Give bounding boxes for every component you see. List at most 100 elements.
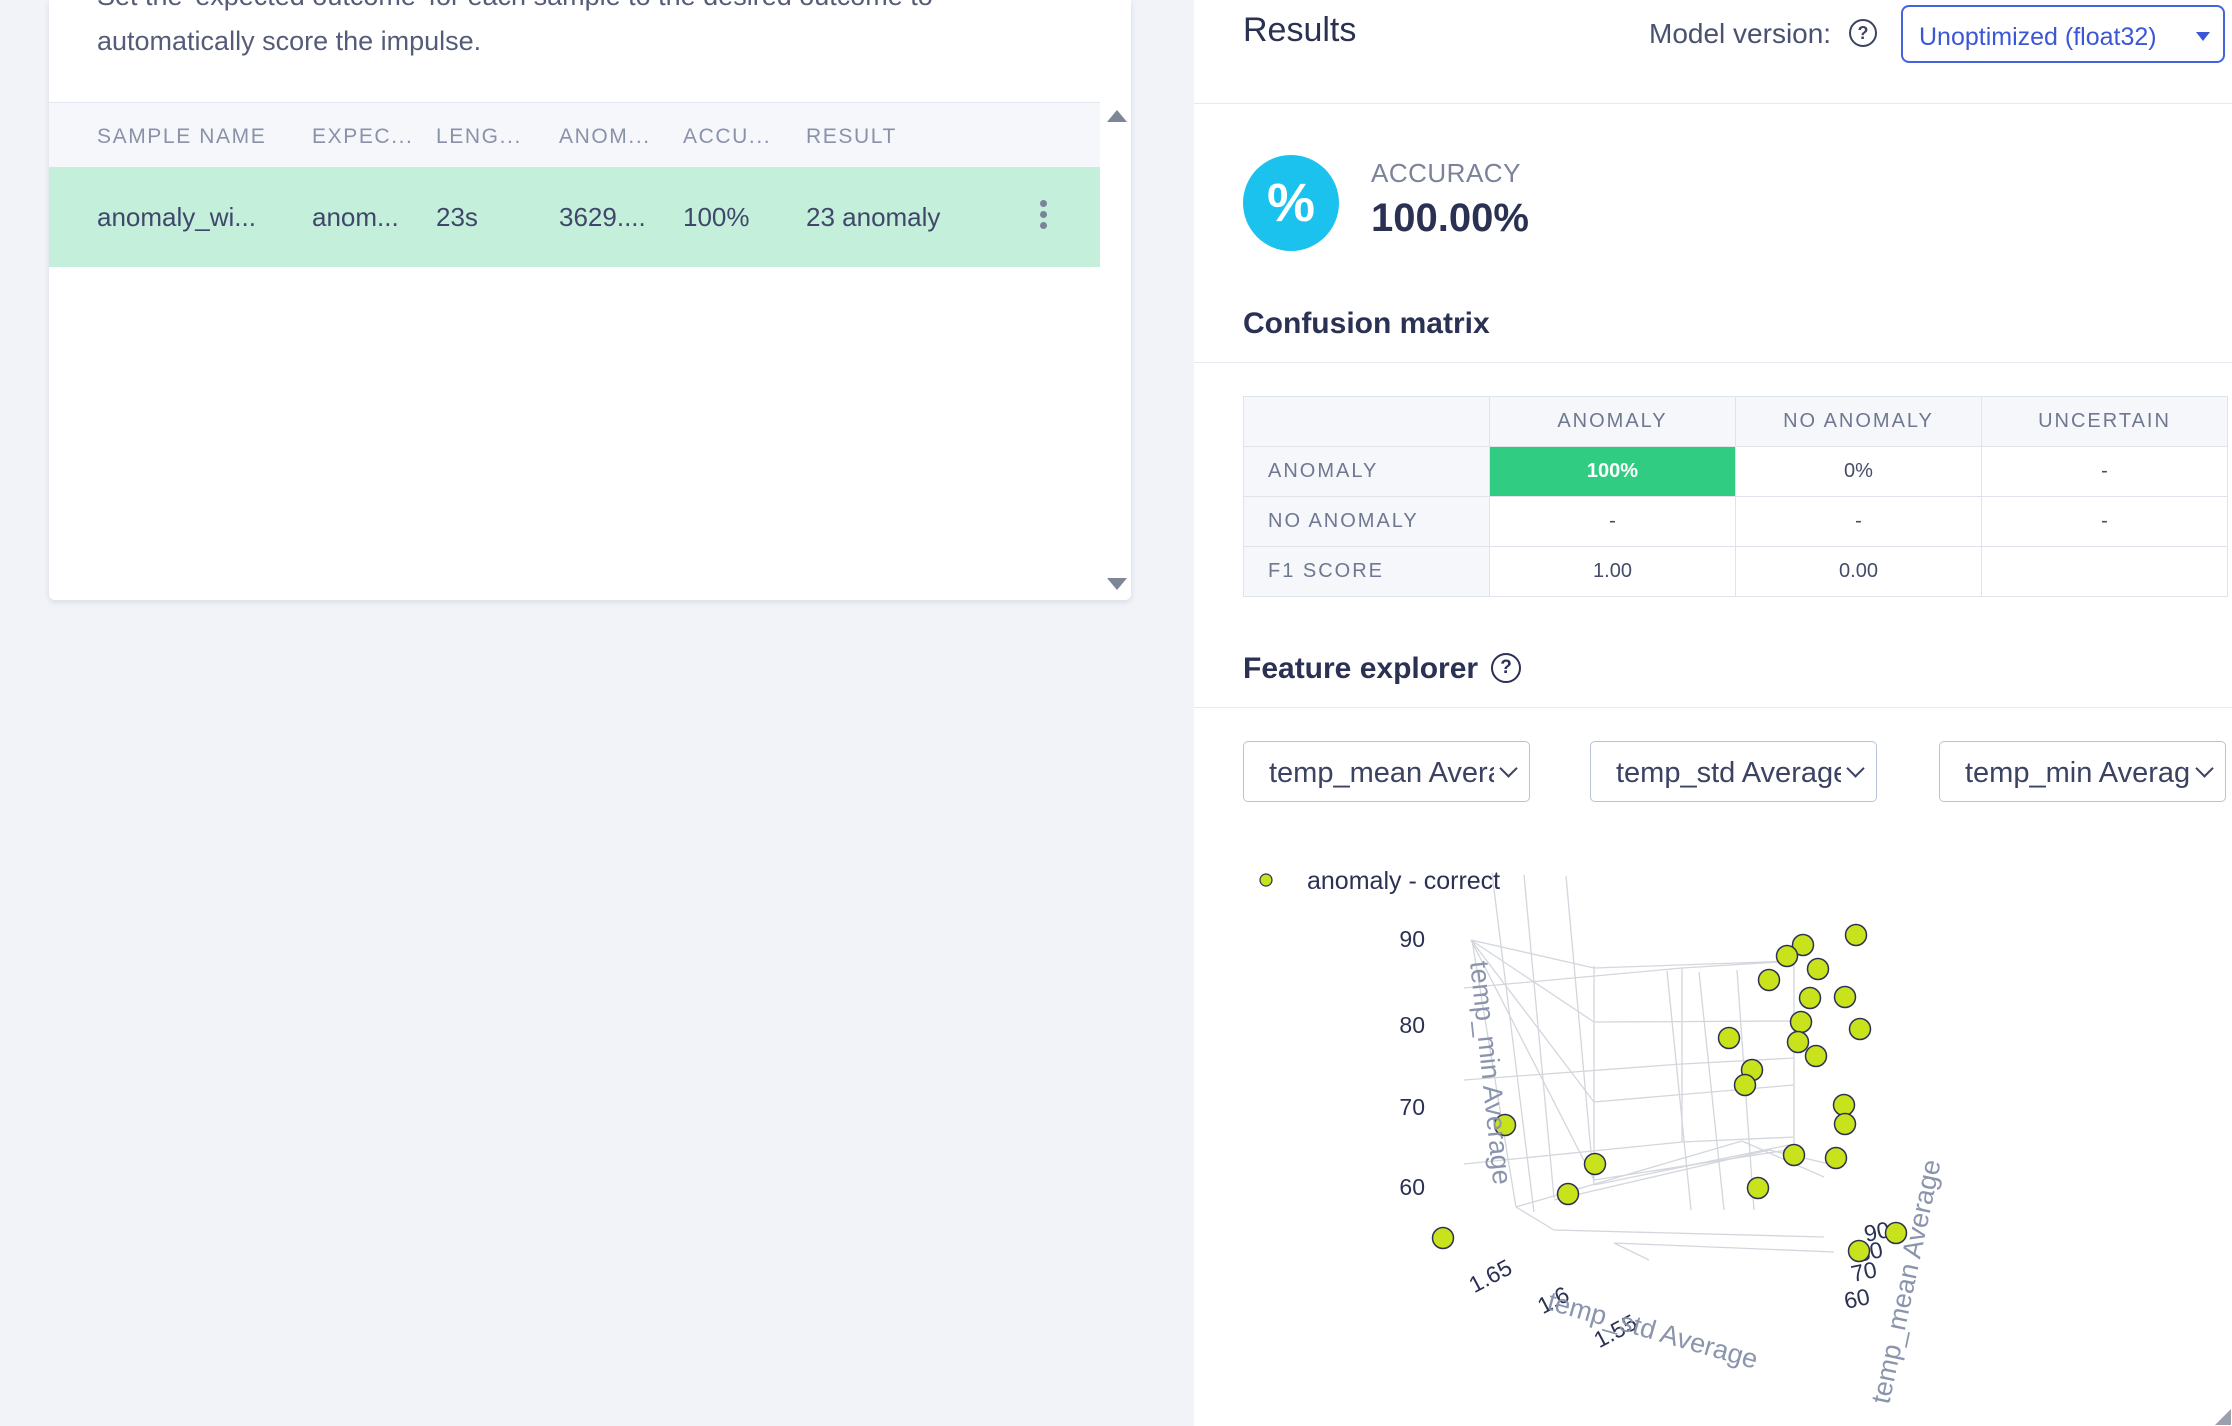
confusion-matrix-table: ANOMALY NO ANOMALY UNCERTAIN ANOMALY 100… bbox=[1243, 396, 2228, 597]
matrix-cell: - bbox=[1489, 496, 1736, 547]
grid-line bbox=[1523, 874, 1555, 1199]
model-version-select[interactable]: Unoptimized (float32) bbox=[1901, 5, 2225, 63]
z-axis-title: temp_min Average bbox=[1464, 959, 1517, 1186]
x-axis-feature-select[interactable]: temp_mean Average bbox=[1243, 741, 1530, 802]
grid-line bbox=[1698, 971, 1725, 1211]
matrix-cell: 100% bbox=[1489, 446, 1736, 497]
matrix-cell: - bbox=[1981, 446, 2228, 497]
data-point bbox=[1844, 923, 1868, 947]
data-point bbox=[1833, 1112, 1857, 1136]
cell-accuracy: 100% bbox=[683, 202, 750, 232]
matrix-column-header: ANOMALY bbox=[1489, 396, 1736, 447]
model-version-label: Model version: bbox=[1649, 18, 1832, 49]
grid-line bbox=[1463, 1141, 1683, 1165]
chevron-down-icon bbox=[1499, 759, 1518, 778]
help-icon[interactable]: ? bbox=[1849, 19, 1877, 47]
scroll-up-arrow-icon[interactable] bbox=[1107, 110, 1127, 122]
data-point bbox=[1757, 968, 1781, 992]
matrix-row-header: NO ANOMALY bbox=[1243, 496, 1490, 547]
y-axis-feature-select[interactable]: temp_std Average bbox=[1590, 741, 1877, 802]
x-axis-title: temp_std Average bbox=[1544, 1286, 1761, 1375]
select-value: temp_mean Average bbox=[1269, 757, 1494, 789]
grid-line bbox=[1491, 872, 1535, 1213]
grid-line bbox=[1553, 1229, 1825, 1238]
matrix-column-header: NO ANOMALY bbox=[1735, 396, 1982, 447]
grid-line bbox=[1613, 1242, 1835, 1253]
caret-down-icon bbox=[2196, 32, 2210, 41]
accuracy-value: 100.00% bbox=[1371, 196, 1529, 240]
grid-line bbox=[1666, 970, 1692, 1211]
results-panel: Results Model version: ? Unoptimized (fl… bbox=[1194, 0, 2232, 1426]
data-point bbox=[1583, 1152, 1607, 1176]
grid-line bbox=[1741, 1140, 1825, 1178]
data-point bbox=[1556, 1182, 1580, 1206]
data-point bbox=[1782, 1143, 1806, 1167]
column-result[interactable]: RESULT bbox=[806, 125, 897, 148]
legend-label: anomaly - correct bbox=[1307, 867, 1500, 895]
data-point bbox=[1733, 1073, 1757, 1097]
data-point bbox=[1431, 1226, 1455, 1250]
divider bbox=[1194, 362, 2232, 363]
select-value: temp_std Average bbox=[1616, 757, 1841, 789]
cell-length: 23s bbox=[436, 202, 478, 232]
data-point bbox=[1775, 944, 1799, 968]
column-accuracy[interactable]: ACCU... bbox=[683, 125, 772, 148]
cell-anomaly: 3629.... bbox=[559, 202, 646, 232]
divider bbox=[1194, 707, 2232, 708]
data-point bbox=[1884, 1221, 1908, 1245]
matrix-cell bbox=[1981, 546, 2228, 597]
feature-explorer-title: Feature explorer bbox=[1243, 652, 1479, 685]
percent-icon: % bbox=[1243, 155, 1339, 251]
z-tick-label: 70 bbox=[1399, 1094, 1425, 1120]
row-menu-icon[interactable] bbox=[1028, 196, 1058, 238]
scroll-down-arrow-icon[interactable] bbox=[1107, 578, 1127, 590]
column-anomaly[interactable]: ANOM... bbox=[559, 125, 651, 148]
grid-line bbox=[1471, 939, 1517, 1208]
column-expected[interactable]: EXPEC... bbox=[312, 125, 414, 148]
chevron-down-icon bbox=[1846, 759, 1865, 778]
results-title: Results bbox=[1243, 11, 1357, 49]
data-point bbox=[1746, 1176, 1770, 1200]
cell-sample-name: anomaly_wi... bbox=[97, 202, 256, 232]
matrix-row-header: ANOMALY bbox=[1243, 446, 1490, 497]
grid-line bbox=[1515, 1206, 1555, 1231]
cell-expected: anom... bbox=[312, 202, 399, 232]
description-line-1: Set the 'expected outcome' for each samp… bbox=[97, 0, 1097, 19]
divider bbox=[1194, 103, 2232, 104]
data-point bbox=[1848, 1017, 1872, 1041]
matrix-cell: 0% bbox=[1735, 446, 1982, 497]
z-tick-label: 90 bbox=[1399, 926, 1425, 952]
data-point bbox=[1833, 985, 1857, 1009]
matrix-cell: 1.00 bbox=[1489, 546, 1736, 597]
y-tick-label: 70 bbox=[1849, 1256, 1879, 1287]
description-text: Set the 'expected outcome' for each samp… bbox=[97, 0, 1097, 64]
data-point bbox=[1493, 1113, 1517, 1137]
matrix-cell: 0.00 bbox=[1735, 546, 1982, 597]
data-point bbox=[1798, 986, 1822, 1010]
plot-grid bbox=[1463, 872, 1835, 1261]
column-length[interactable]: LENG... bbox=[436, 125, 522, 148]
x-tick-label: 1.65 bbox=[1464, 1254, 1516, 1298]
table-row[interactable]: anomaly_wi... anom... 23s 3629.... 100% … bbox=[49, 167, 1100, 267]
resize-handle-icon[interactable] bbox=[2215, 1409, 2231, 1425]
grid-line bbox=[1463, 1063, 1683, 1081]
grid-line bbox=[1681, 1136, 1795, 1143]
description-line-2: automatically score the impulse. bbox=[97, 26, 482, 56]
matrix-column-header: UNCERTAIN bbox=[1981, 396, 2228, 447]
cell-result: 23 anomaly bbox=[806, 202, 941, 232]
data-point bbox=[1717, 1026, 1741, 1050]
z-tick-label: 80 bbox=[1399, 1012, 1425, 1038]
help-icon[interactable]: ? bbox=[1491, 653, 1521, 683]
z-axis-feature-select[interactable]: temp_min Average bbox=[1939, 741, 2226, 802]
grid-line bbox=[1593, 960, 1795, 969]
data-point bbox=[1847, 1239, 1871, 1263]
y-tick-label: 60 bbox=[1842, 1283, 1872, 1314]
grid-line bbox=[1463, 967, 1683, 989]
table-header: SAMPLE NAME EXPEC... LENG... ANOM... ACC… bbox=[49, 102, 1100, 168]
matrix-cell: - bbox=[1735, 496, 1982, 547]
grid-line bbox=[1593, 1020, 1795, 1023]
z-tick-label: 60 bbox=[1399, 1174, 1425, 1200]
data-point bbox=[1806, 957, 1830, 981]
column-sample-name[interactable]: SAMPLE NAME bbox=[97, 125, 267, 148]
